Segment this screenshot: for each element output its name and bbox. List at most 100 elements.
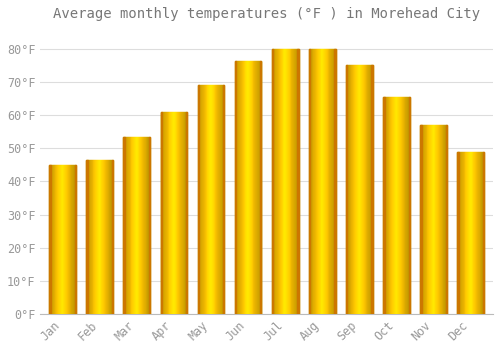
Bar — [134, 137, 135, 314]
Bar — [184, 112, 186, 314]
Bar — [444, 125, 446, 314]
Bar — [420, 125, 422, 314]
Bar — [366, 65, 368, 314]
Bar — [170, 112, 171, 314]
Bar — [99, 160, 100, 314]
Bar — [136, 137, 137, 314]
Bar — [172, 112, 173, 314]
Bar — [446, 125, 447, 314]
Bar — [383, 97, 384, 314]
Bar — [386, 97, 387, 314]
Bar — [210, 85, 211, 314]
Bar — [235, 61, 236, 314]
Bar — [462, 152, 463, 314]
Bar — [182, 112, 183, 314]
Bar — [466, 152, 467, 314]
Bar — [89, 160, 90, 314]
Bar — [318, 49, 319, 314]
Bar — [87, 160, 88, 314]
Bar — [408, 97, 410, 314]
Bar — [440, 125, 441, 314]
Bar — [406, 97, 408, 314]
Bar — [326, 49, 327, 314]
Bar — [223, 85, 224, 314]
Bar — [160, 112, 162, 314]
Bar — [400, 97, 401, 314]
Bar — [104, 160, 105, 314]
Title: Average monthly temperatures (°F ) in Morehead City: Average monthly temperatures (°F ) in Mo… — [53, 7, 480, 21]
Bar — [309, 49, 310, 314]
Bar — [433, 125, 434, 314]
Bar — [278, 49, 279, 314]
Bar — [68, 165, 69, 314]
Bar — [242, 61, 243, 314]
Bar — [474, 152, 475, 314]
Bar — [236, 61, 238, 314]
Bar — [53, 165, 54, 314]
Bar — [274, 49, 276, 314]
Bar — [138, 137, 140, 314]
Bar — [353, 65, 354, 314]
Bar — [461, 152, 462, 314]
Bar — [320, 49, 322, 314]
Bar — [69, 165, 70, 314]
Bar — [95, 160, 96, 314]
Bar — [140, 137, 141, 314]
Bar — [458, 152, 459, 314]
Bar — [346, 65, 348, 314]
Bar — [363, 65, 364, 314]
Bar — [254, 61, 256, 314]
Bar — [272, 49, 273, 314]
Bar — [171, 112, 172, 314]
Bar — [365, 65, 366, 314]
Bar — [323, 49, 324, 314]
Bar — [472, 152, 474, 314]
Bar — [57, 165, 58, 314]
Bar — [186, 112, 188, 314]
Bar — [91, 160, 92, 314]
Bar — [420, 125, 421, 314]
Bar — [355, 65, 356, 314]
Bar — [311, 49, 312, 314]
Bar — [132, 137, 133, 314]
Bar — [260, 61, 262, 314]
Bar — [110, 160, 112, 314]
Bar — [393, 97, 394, 314]
Bar — [52, 165, 53, 314]
Bar — [395, 97, 396, 314]
Bar — [471, 152, 472, 314]
Bar — [75, 165, 76, 314]
Bar — [238, 61, 239, 314]
Bar — [335, 49, 336, 314]
Bar — [468, 152, 469, 314]
Bar — [208, 85, 209, 314]
Bar — [166, 112, 167, 314]
Bar — [96, 160, 97, 314]
Bar — [206, 85, 208, 314]
Bar — [246, 61, 247, 314]
Bar — [212, 85, 213, 314]
Bar — [459, 152, 460, 314]
Bar — [163, 112, 164, 314]
Bar — [295, 49, 296, 314]
Bar — [460, 152, 461, 314]
Bar — [178, 112, 179, 314]
Bar — [92, 160, 94, 314]
Bar — [287, 49, 288, 314]
Bar — [86, 160, 88, 314]
Bar — [334, 49, 336, 314]
Bar — [56, 165, 57, 314]
Bar — [348, 65, 349, 314]
Bar — [141, 137, 142, 314]
Bar — [391, 97, 392, 314]
Bar — [354, 65, 355, 314]
Bar — [388, 97, 390, 314]
Bar — [469, 152, 470, 314]
Bar — [105, 160, 106, 314]
Bar — [202, 85, 203, 314]
Bar — [198, 85, 199, 314]
Bar — [145, 137, 146, 314]
Bar — [426, 125, 428, 314]
Bar — [434, 125, 436, 314]
Bar — [162, 112, 163, 314]
